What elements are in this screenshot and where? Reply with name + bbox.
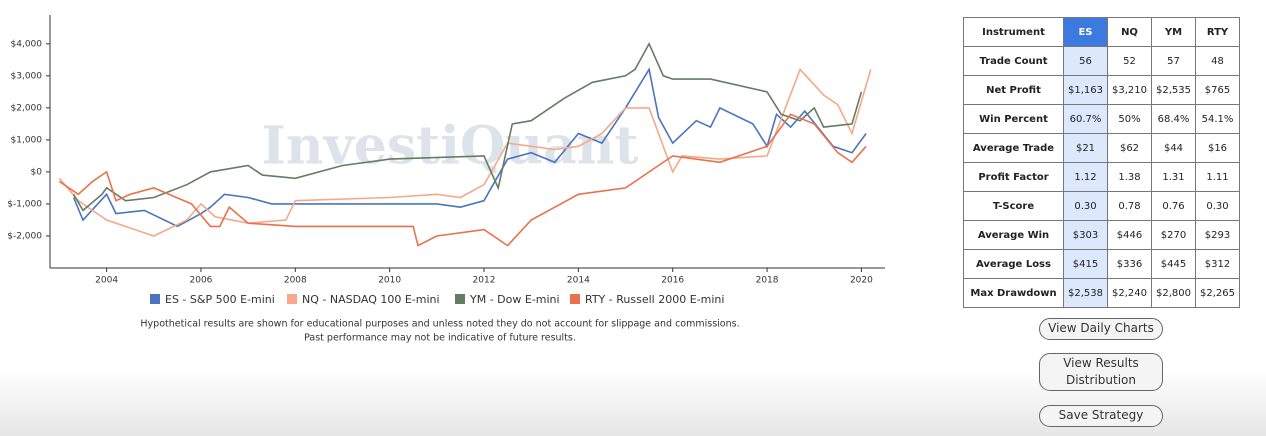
legend-swatch [150,294,160,304]
button[interactable]: View Results Distribution [1039,353,1163,391]
button[interactable]: Save Strategy [1039,405,1163,427]
cell: $1,163 [1063,75,1108,105]
cell: $2,240 [1107,278,1152,308]
cell: $415 [1063,249,1108,279]
table-row: Profit Factor 1.12 1.38 1.31 1.11 [963,162,1240,192]
cell: $445 [1151,249,1196,279]
y-tick-label: $-1,000 [7,199,42,209]
cell: $303 [1063,220,1108,250]
row-label: Trade Count [963,46,1064,76]
legend-swatch [570,294,580,304]
table-row: Win Percent 60.7% 50% 68.4% 54.1% [963,104,1240,134]
cell: 1.12 [1063,162,1108,192]
cell: $3,210 [1107,75,1152,105]
row-label: Average Win [963,220,1064,250]
y-tick-label: $2,000 [11,103,43,113]
row-label: Max Drawdown [963,278,1064,308]
series-line [58,67,872,237]
cell: 0.78 [1107,191,1152,221]
y-tick-label: $1,000 [11,135,43,145]
x-tick-label: 2008 [284,276,307,286]
x-tick-label: 2014 [567,276,590,286]
cell: 0.76 [1151,191,1196,221]
x-tick-label: 2006 [190,276,213,286]
row-label: Profit Factor [963,162,1064,192]
chart: InvestiQuant $-2,000 $-1,000 $0 $1,000 $2,00… [7,15,885,344]
x-tick-label: 2020 [850,276,873,286]
cell: 1.11 [1195,162,1240,192]
series-line [72,67,867,228]
y-tick-label: $4,000 [11,39,43,49]
y-tick-label: $-2,000 [7,231,42,241]
cell: 60.7% [1063,104,1108,134]
table-row: Net Profit $1,163 $3,210 $2,535 $765 [963,75,1240,105]
header-cell: Instrument [963,17,1064,47]
disclaimer: Past performance may not be indicative o… [304,333,576,344]
cell: $2,535 [1151,75,1196,105]
cell: $21 [1063,133,1108,163]
cell: $2,538 [1063,278,1108,308]
cell: 68.4% [1151,104,1196,134]
watermark: InvestiQuant [261,116,638,177]
cell: 57 [1151,46,1196,76]
header-cell: RTY [1195,17,1240,47]
legend-label: ES - S&P 500 E-mini [165,293,275,306]
cell: 56 [1063,46,1108,76]
row-label: Net Profit [963,75,1064,105]
button[interactable]: View Daily Charts [1039,318,1163,340]
cell: $293 [1195,220,1240,250]
cell: 0.30 [1195,191,1240,221]
cell: $765 [1195,75,1240,105]
cell: $2,265 [1195,278,1240,308]
row-label: Average Trade [963,133,1064,163]
table-row: Average Trade $21 $62 $44 $16 [963,133,1240,163]
legend-label: NQ - NASDAQ 100 E-mini [302,293,440,306]
table-row: Max Drawdown $2,538 $2,240 $2,800 $2,265 [963,278,1240,308]
cell: $446 [1107,220,1152,250]
row-label: Win Percent [963,104,1064,134]
table-row: Average Win $303 $446 $270 $293 [963,220,1240,250]
cell: 50% [1107,104,1152,134]
table-row: Average Loss $415 $336 $445 $312 [963,249,1240,279]
x-tick-label: 2012 [473,276,496,286]
x-tick-label: 2010 [378,276,401,286]
table-row: Trade Count 56 52 57 48 [963,46,1240,76]
header-row: Instrument ES NQ YM RTY [963,17,1240,47]
cell: $312 [1195,249,1240,279]
row-label: Average Loss [963,249,1064,279]
legend-swatch [287,294,297,304]
x-tick-label: 2004 [95,276,118,286]
cell: $2,800 [1151,278,1196,308]
legend-label: RTY - Russell 2000 E-mini [585,293,724,306]
x-tick-label: 2016 [661,276,684,286]
cell: 1.31 [1151,162,1196,192]
series-line [58,113,867,247]
cell: 1.38 [1107,162,1152,192]
y-tick-label: $3,000 [11,71,43,81]
header-cell: YM [1151,17,1196,47]
legend-swatch [455,294,465,304]
cell: $62 [1107,133,1152,163]
cell: $16 [1195,133,1240,163]
disclaimer: Hypothetical results are shown for educa… [140,319,739,330]
results-table: Instrument ES NQ YM RTY Trade Count 56 52 57 48 Ne… [963,17,1240,308]
x-tick-label: 2018 [756,276,779,286]
row-label: T-Score [963,191,1064,221]
series-line [72,42,863,212]
header-cell: NQ [1107,17,1152,47]
header-cell: ES [1063,17,1108,47]
cell: $336 [1107,249,1152,279]
cell: 54.1% [1195,104,1240,134]
cell: 52 [1107,46,1152,76]
table-row: T-Score 0.30 0.78 0.76 0.30 [963,191,1240,221]
cell: $270 [1151,220,1196,250]
cell: 0.30 [1063,191,1108,221]
cell: 48 [1195,46,1240,76]
y-tick-label: $0 [31,167,43,177]
cell: $44 [1151,133,1196,163]
legend-label: YM - Dow E-mini [469,293,560,306]
